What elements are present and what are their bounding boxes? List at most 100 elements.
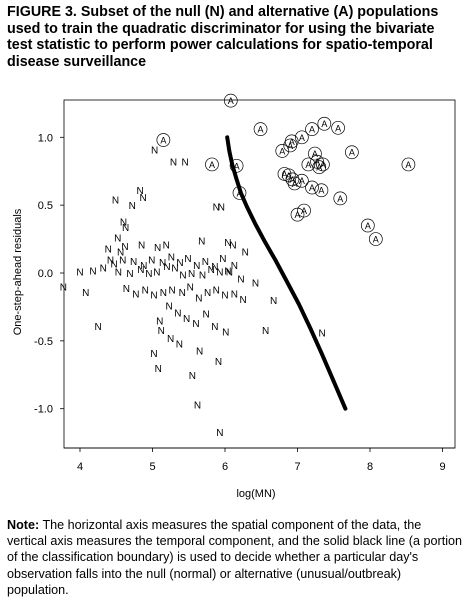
null-point: N: [95, 322, 102, 333]
alternative-point: A: [331, 120, 345, 135]
null-point: N: [203, 310, 210, 321]
null-point: N: [222, 327, 229, 338]
note-text: The horizontal axis measures the spatial…: [7, 518, 463, 597]
null-point: N: [100, 264, 107, 275]
point-letter: A: [234, 161, 240, 171]
null-point: N: [160, 288, 167, 299]
null-point: N: [189, 371, 196, 382]
point-circle: [301, 157, 316, 172]
null-point: N: [155, 364, 162, 375]
null-point: N: [188, 269, 195, 280]
point-circle: [290, 207, 305, 222]
point-letter: A: [289, 137, 295, 147]
null-point: N: [117, 247, 124, 258]
null-point: N: [174, 308, 181, 319]
point-letter: A: [279, 146, 285, 156]
point-circle: [297, 203, 311, 218]
null-point: N: [213, 203, 220, 214]
null-point: N: [187, 283, 194, 294]
null-point: N: [153, 268, 160, 279]
point-letter: A: [299, 133, 305, 143]
point-letter: A: [292, 179, 298, 189]
point-letter: A: [301, 206, 307, 216]
point-circle: [205, 157, 219, 172]
null-point: N: [158, 326, 165, 337]
null-point: N: [231, 261, 238, 272]
null-point: N: [142, 285, 149, 296]
point-circle: [368, 232, 383, 246]
alternative-point: A: [401, 157, 416, 172]
point-letter: A: [289, 175, 295, 185]
null-point: N: [115, 268, 122, 279]
point-circle: [275, 144, 290, 158]
null-point: N: [182, 158, 189, 169]
null-point: N: [211, 322, 218, 333]
point-circle: [316, 157, 330, 172]
point-letter: A: [365, 221, 371, 231]
point-letter: A: [299, 176, 305, 186]
x-tick-label: 4: [77, 461, 83, 473]
point-circle: [284, 134, 299, 149]
point-letter: A: [318, 186, 324, 196]
point-letter: A: [294, 210, 300, 220]
null-point: N: [76, 268, 83, 279]
null-point: N: [132, 289, 139, 300]
y-tick-label: 0.5: [38, 200, 53, 212]
point-circle: [295, 130, 309, 145]
null-point: N: [120, 217, 127, 228]
null-point: N: [194, 401, 201, 412]
alternative-point: A: [360, 218, 375, 233]
alternative-point: A: [295, 173, 309, 188]
null-point: N: [148, 255, 155, 266]
point-circle: [295, 173, 309, 188]
point-circle: [223, 93, 238, 108]
point-circle: [314, 183, 329, 198]
null-point: N: [237, 274, 244, 285]
point-letter: A: [286, 171, 292, 181]
null-point: N: [193, 261, 200, 272]
null-point: N: [179, 270, 186, 281]
point-circle: [305, 122, 319, 137]
null-point: N: [176, 340, 183, 351]
alternative-point: A: [281, 168, 296, 183]
alternative-point: A: [314, 183, 329, 198]
point-letter: A: [305, 160, 311, 170]
null-point: N: [196, 346, 203, 357]
alternative-point: A: [156, 133, 171, 147]
point-circle: [331, 120, 345, 135]
alternative-point: A: [312, 160, 327, 175]
point-circle: [287, 176, 302, 191]
point-letter: A: [405, 160, 411, 170]
null-point: N: [219, 254, 226, 265]
null-point: N: [242, 247, 249, 258]
null-point: N: [229, 241, 236, 252]
x-tick-label: 9: [439, 461, 445, 473]
point-letter: A: [309, 125, 315, 135]
point-circle: [317, 116, 332, 131]
null-point: N: [192, 319, 199, 330]
null-point: N: [121, 242, 128, 253]
null-point: N: [202, 257, 209, 268]
null-point: N: [150, 349, 157, 360]
point-circle: [401, 157, 416, 172]
alternative-point: A: [305, 180, 319, 195]
null-point: N: [240, 295, 247, 306]
x-tick-label: 5: [149, 461, 155, 473]
y-axis-label: One-step-ahead residuals: [12, 208, 24, 335]
point-letter: A: [349, 148, 355, 158]
point-circle: [285, 172, 300, 187]
alternative-point: A: [317, 116, 332, 131]
null-point: N: [170, 158, 177, 169]
x-axis: 4 5 6 7 8 9: [64, 447, 455, 473]
alternative-point: A: [223, 93, 238, 108]
null-point: N: [163, 241, 170, 252]
point-circle: [308, 146, 322, 161]
figure-title: FIGURE 3. Subset of the null (N) and alt…: [7, 4, 439, 70]
alternative-point: A: [284, 134, 299, 149]
null-point: N: [184, 254, 191, 265]
null-point: N: [119, 255, 126, 266]
point-circle: [345, 145, 359, 160]
null-point: N: [213, 285, 220, 296]
